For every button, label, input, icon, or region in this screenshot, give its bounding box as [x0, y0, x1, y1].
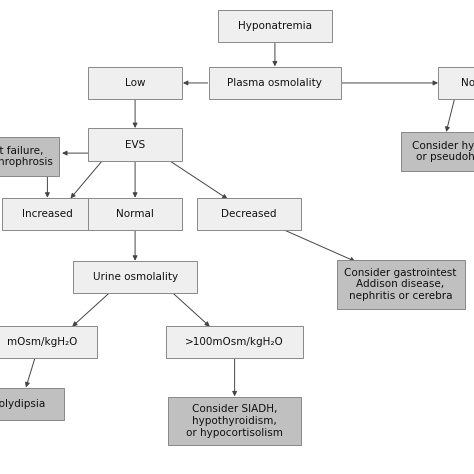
- FancyBboxPatch shape: [0, 326, 97, 358]
- Text: Plasma osmolality: Plasma osmolality: [228, 78, 322, 88]
- Text: Consider hyperg
or pseudohypo: Consider hyperg or pseudohypo: [412, 141, 474, 163]
- Text: Low: Low: [125, 78, 146, 88]
- FancyBboxPatch shape: [73, 261, 197, 293]
- FancyBboxPatch shape: [0, 137, 59, 176]
- Text: Consider SIADH,
hypothyroidism,
or hypocortisolism: Consider SIADH, hypothyroidism, or hypoc…: [186, 404, 283, 438]
- Text: EVS: EVS: [125, 139, 145, 150]
- Text: Urine osmolality: Urine osmolality: [92, 272, 178, 283]
- Text: Normal: Normal: [116, 209, 154, 219]
- FancyBboxPatch shape: [209, 67, 341, 99]
- FancyBboxPatch shape: [88, 128, 182, 161]
- FancyBboxPatch shape: [438, 67, 474, 99]
- Text: mOsm/kgH₂O: mOsm/kgH₂O: [8, 337, 78, 347]
- FancyBboxPatch shape: [197, 198, 301, 230]
- FancyBboxPatch shape: [168, 397, 301, 445]
- Text: rt failure,
ephrophrosis: rt failure, ephrophrosis: [0, 146, 53, 167]
- FancyBboxPatch shape: [218, 10, 332, 42]
- Text: Consider gastrointest
Addison disease,
nephritis or cerebra: Consider gastrointest Addison disease, n…: [344, 268, 457, 301]
- FancyBboxPatch shape: [401, 132, 474, 171]
- Text: Decreased: Decreased: [221, 209, 277, 219]
- Text: Hyponatremia: Hyponatremia: [238, 21, 312, 31]
- FancyBboxPatch shape: [166, 326, 303, 358]
- FancyBboxPatch shape: [337, 260, 465, 309]
- Text: polydipsia: polydipsia: [0, 399, 46, 409]
- FancyBboxPatch shape: [88, 67, 182, 99]
- Text: Norma: Norma: [461, 78, 474, 88]
- FancyBboxPatch shape: [0, 388, 64, 420]
- Text: >100mOsm/kgH₂O: >100mOsm/kgH₂O: [185, 337, 284, 347]
- FancyBboxPatch shape: [2, 198, 92, 230]
- FancyBboxPatch shape: [88, 198, 182, 230]
- Text: Increased: Increased: [22, 209, 73, 219]
